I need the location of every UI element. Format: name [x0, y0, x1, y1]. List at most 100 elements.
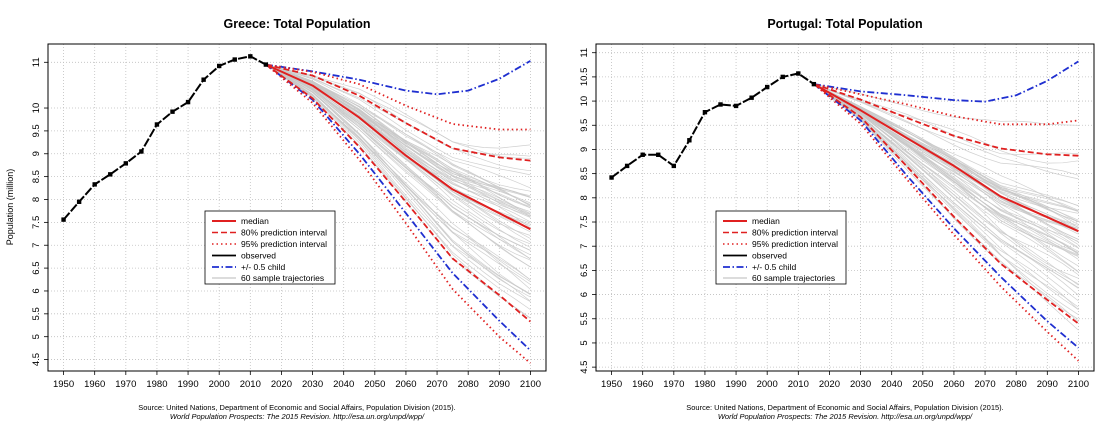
- x-tick-label: 1980: [146, 379, 167, 390]
- citation-note: World Population Prospects: The 2015 Rev…: [170, 412, 425, 421]
- x-tick-label: 1970: [663, 379, 684, 390]
- sample-trajectory: [265, 64, 531, 248]
- sample-trajectory: [813, 83, 1079, 164]
- y-tick-label: 6: [579, 292, 590, 297]
- sample-trajectory: [813, 83, 1079, 272]
- y-tick-label: 7: [579, 244, 590, 249]
- sample-trajectory: [813, 83, 1079, 212]
- sample-trajectory: [813, 83, 1079, 180]
- x-tick-label: 2090: [1037, 379, 1058, 390]
- x-tick-label: 2070: [426, 379, 447, 390]
- x-tick-label: 1960: [632, 379, 653, 390]
- x-tick-label: 1960: [84, 379, 105, 390]
- observed-point: [640, 152, 645, 157]
- legend-label-half-child: +/- 0.5 child: [752, 262, 796, 272]
- observed-line: [62, 55, 267, 221]
- y-tick-label: 10.5: [579, 68, 590, 87]
- sample-trajectory: [265, 64, 531, 176]
- y-tick-label: 6: [31, 288, 42, 293]
- sample-trajectory: [813, 83, 1079, 206]
- y-tick-label: 9: [579, 147, 590, 152]
- y-tick-label: 5: [579, 340, 590, 345]
- legend-label-observed: observed: [752, 251, 787, 261]
- chart-title: Portugal: Total Population: [767, 17, 922, 31]
- observed-point: [609, 175, 614, 180]
- y-tick-label: 9: [31, 151, 42, 156]
- sample-trajectory: [265, 64, 531, 285]
- sample-trajectory: [813, 83, 1079, 302]
- legend-label-observed: observed: [241, 251, 276, 261]
- observed-point: [61, 217, 66, 222]
- y-tick-label: 5: [31, 334, 42, 339]
- portugal-panel: 1950 1960 1970 1980 1990 2000 2010 2020 2030 2040…: [579, 17, 1095, 421]
- x-tick-label: 2000: [209, 379, 230, 390]
- y-tick-label: 7.5: [31, 216, 42, 229]
- x-tick-label: 2040: [333, 379, 354, 390]
- sample-trajectory: [813, 83, 1079, 286]
- observed-point: [216, 63, 222, 69]
- y-tick-label: 5.5: [31, 307, 42, 320]
- observed-point: [796, 71, 801, 76]
- y-tick-label: 9.5: [579, 119, 590, 132]
- plot-area: [48, 44, 546, 371]
- sample-trajectory: [265, 64, 531, 251]
- series-median: [813, 83, 1079, 233]
- legend-label-pi80: 80% prediction interval: [241, 228, 327, 238]
- plot-frame: [595, 43, 1095, 372]
- observed-series: [609, 71, 817, 180]
- observed-series: [61, 54, 269, 222]
- y-tick-label: 7: [31, 243, 42, 248]
- series-80-upper: [265, 63, 531, 162]
- series-80-upper: [813, 83, 1079, 157]
- sample-trajectory: [265, 64, 531, 218]
- x-tick-label: 1980: [694, 379, 715, 390]
- greece-panel: 1950 1960 1970 1980 1990 2000 2010 2020 2030 2040…: [5, 17, 547, 421]
- y-tick-label: 9.5: [31, 124, 42, 137]
- x-tick-label: 2060: [943, 379, 964, 390]
- legend-label-pi95: 95% prediction interval: [241, 239, 327, 249]
- observed-point: [733, 103, 739, 109]
- sample-trajectory: [265, 64, 531, 268]
- observed-point: [139, 149, 144, 154]
- observed-point: [92, 182, 97, 187]
- observed-point: [811, 81, 817, 87]
- sample-trajectory: [265, 64, 531, 189]
- sample-trajectory: [813, 83, 1079, 276]
- observed-point: [702, 110, 708, 115]
- y-tick-label: 11: [579, 48, 590, 58]
- x-tick-label: 2020: [271, 379, 292, 390]
- observed-point: [263, 62, 269, 67]
- legend-label-trajectories: 60 sample trajectories: [241, 273, 324, 283]
- sample-trajectory: [265, 64, 531, 298]
- y-tick-label: 5.5: [579, 312, 590, 325]
- series-lines: [813, 60, 1080, 362]
- series-80-lower: [813, 83, 1079, 325]
- y-tick-label: 4.5: [579, 361, 590, 374]
- y-tick-label: 10: [579, 96, 590, 107]
- observed-point: [687, 138, 692, 143]
- y-tick-label: 7.5: [579, 215, 590, 228]
- observed-point: [248, 54, 253, 59]
- series--0-5-child-lower: [265, 63, 532, 352]
- y-tick-label: 8: [31, 197, 42, 202]
- legend-label-trajectories: 60 sample trajectories: [752, 273, 835, 283]
- y-tick-label: 8.5: [579, 167, 590, 180]
- series-95-lower: [265, 63, 531, 364]
- observed-point: [656, 152, 661, 157]
- x-tick-label: 2010: [788, 379, 809, 390]
- legend-label-median: median: [241, 216, 269, 226]
- y-axis: 4.5 5 5.5 6 6.5 7 7.5 8 8.5 9 9.5 10 10.5 11: [579, 48, 596, 374]
- y-tick-label: 8: [579, 195, 590, 200]
- observed-line: [611, 72, 815, 179]
- x-tick-label: 1970: [115, 379, 136, 390]
- sample-trajectory: [265, 64, 531, 209]
- source-note: Source: United Nations, Department of Ec…: [138, 403, 456, 412]
- observed-point: [76, 199, 82, 204]
- x-axis: 1950 1960 1970 1980 1990 2000 2010 2020 2030 2040…: [601, 371, 1089, 390]
- x-tick-label: 1950: [53, 379, 74, 390]
- x-tick-label: 2080: [458, 379, 479, 390]
- observed-point: [108, 172, 113, 177]
- observed-point: [170, 109, 175, 114]
- series-median: [265, 63, 531, 231]
- sample-trajectory: [813, 83, 1079, 260]
